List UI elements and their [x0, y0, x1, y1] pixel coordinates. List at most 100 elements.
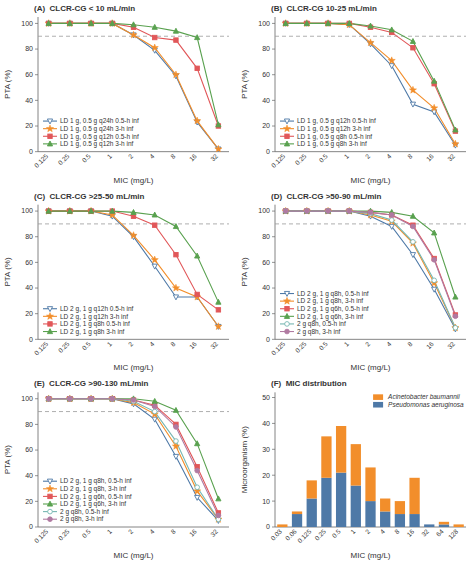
- marker: [67, 208, 72, 213]
- y-axis-label: PTA (%): [3, 445, 12, 475]
- y-tick-label: 20: [25, 498, 33, 505]
- panel: 010203040500.030.060.1250.250.5124816326…: [240, 379, 466, 560]
- bar: [336, 426, 346, 473]
- bar: [380, 511, 390, 527]
- marker: [172, 71, 179, 78]
- marker: [48, 322, 52, 326]
- y-axis-label: PTA (%): [240, 257, 249, 287]
- y-tick-label: 80: [262, 233, 270, 240]
- x-tick-label: 16: [405, 527, 415, 537]
- marker: [194, 117, 201, 124]
- y-tick-label: 100: [21, 395, 33, 402]
- series-markers: [46, 397, 221, 524]
- series-line: [286, 23, 456, 144]
- x-tick-label: 1: [105, 340, 113, 348]
- y-tick: [272, 475, 275, 476]
- marker: [47, 501, 52, 506]
- legend: LD 2 g, 1 g q8h, 0.5-h infLD 2 g, 1 g q8…: [280, 290, 369, 336]
- marker: [89, 21, 93, 25]
- series-line: [49, 399, 219, 513]
- x-tick-label: 0.25: [313, 527, 327, 541]
- marker: [452, 324, 459, 331]
- marker: [46, 396, 51, 401]
- y-tick: [272, 313, 275, 314]
- series-markers: [46, 21, 221, 127]
- marker: [131, 398, 136, 403]
- y-tick-label: 0: [29, 336, 33, 343]
- series-line: [49, 399, 219, 521]
- panel: 0204060801000.1250.250.512481632MIC (mg/…: [3, 192, 229, 373]
- legend-swatch: [373, 394, 383, 400]
- marker: [305, 21, 309, 25]
- series-markers: [282, 20, 459, 147]
- x-tick-label: 0.125: [296, 527, 313, 544]
- marker: [283, 208, 288, 213]
- x-tick-label: 32: [446, 340, 456, 350]
- series-line: [49, 23, 219, 126]
- series-markers: [46, 208, 221, 304]
- marker: [326, 209, 330, 213]
- marker: [89, 396, 94, 401]
- series-markers: [46, 21, 220, 128]
- x-tick-label: 4: [148, 152, 156, 160]
- series-line: [49, 23, 219, 149]
- marker: [87, 207, 94, 214]
- y-tick: [272, 288, 275, 289]
- series-line: [49, 399, 219, 520]
- marker: [453, 314, 458, 319]
- y-tick: [35, 475, 38, 476]
- bar: [409, 478, 419, 514]
- marker: [130, 232, 137, 239]
- marker: [283, 209, 288, 214]
- y-tick-label: 60: [25, 259, 33, 266]
- plot-area: [275, 20, 466, 148]
- marker: [110, 21, 115, 26]
- x-tick-label: 2: [127, 340, 135, 348]
- y-tick: [272, 236, 275, 237]
- x-tick-label: 16: [188, 527, 198, 537]
- x-axis: [38, 527, 229, 528]
- marker: [304, 209, 309, 214]
- marker: [409, 239, 416, 246]
- x-tick-label: 1: [342, 340, 350, 348]
- marker: [411, 224, 416, 229]
- x-tick-label: 64: [435, 527, 445, 537]
- x-tick-label: 0.03: [269, 527, 283, 541]
- panel: 0204060801000.1250.250.512481632MIC (mg/…: [240, 192, 466, 373]
- y-tick-label: 60: [25, 71, 33, 78]
- marker: [45, 20, 52, 27]
- y-tick-label: 10: [262, 498, 270, 505]
- marker: [47, 119, 52, 124]
- y-tick: [272, 449, 275, 450]
- x-tick-label: 0.125: [33, 340, 50, 357]
- marker: [216, 513, 221, 518]
- marker: [432, 278, 437, 283]
- marker: [173, 454, 178, 459]
- legend-item: LD 1 g, 0.5 g q8h 3-h inf: [280, 140, 367, 148]
- marker: [432, 230, 437, 235]
- series-markers: [283, 209, 458, 332]
- marker: [173, 224, 178, 229]
- x-tick-label: 0.5: [317, 152, 329, 164]
- marker: [216, 496, 221, 501]
- marker: [173, 407, 178, 412]
- marker: [110, 397, 115, 402]
- marker: [304, 209, 309, 214]
- bar: [321, 436, 331, 477]
- marker: [326, 21, 330, 25]
- marker: [152, 417, 157, 422]
- marker: [47, 141, 52, 146]
- title: (B) CLCR-CG 10-25 mL/min: [271, 4, 377, 13]
- x-tick-label: 32: [209, 340, 219, 350]
- marker: [347, 209, 352, 214]
- series-markers: [283, 209, 457, 330]
- plot-area: [275, 207, 466, 332]
- x-tick-label: 0.5: [80, 152, 92, 164]
- series-line: [49, 211, 219, 302]
- marker: [285, 322, 290, 327]
- legend: LD 2 g, 1 g q12h 0.5-h infLD 2 g, 1 g q1…: [43, 305, 134, 336]
- x-axis-label: MIC (mg/L): [114, 363, 154, 372]
- legend-item: LD 2 g, 1 g q8h 3-h inf: [43, 328, 125, 336]
- marker: [67, 397, 72, 402]
- y-tick-label: 100: [258, 207, 270, 214]
